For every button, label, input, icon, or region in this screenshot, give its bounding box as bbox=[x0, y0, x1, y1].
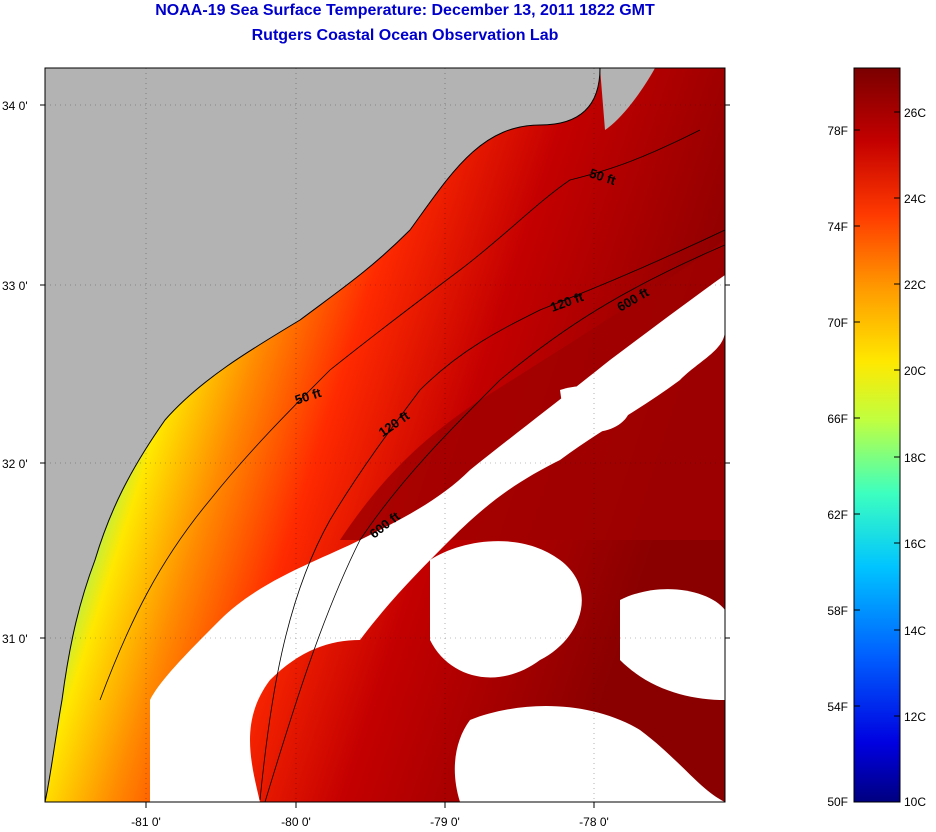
lat-label: 32 0' bbox=[2, 457, 28, 471]
colorbar-c-label: 26C bbox=[904, 106, 926, 120]
lat-label: 33 0' bbox=[2, 279, 28, 293]
land-mass bbox=[45, 68, 600, 802]
colorbar-c-label: 18C bbox=[904, 451, 926, 465]
colorbar-c-label: 14C bbox=[904, 624, 926, 638]
land-cape bbox=[600, 68, 655, 130]
map-title: NOAA-19 Sea Surface Temperature: Decembe… bbox=[155, 2, 655, 19]
isobath-120ft bbox=[259, 229, 725, 801]
colorbar-c-label: 20C bbox=[904, 364, 926, 378]
colorbar-c-label: 16C bbox=[904, 537, 926, 551]
map-frame bbox=[44, 67, 726, 803]
colorbar-f-label: 50F bbox=[827, 795, 848, 809]
map-panel: 50 ft 120 ft 600 ft 50 ft 120 ft 600 ft bbox=[45, 68, 725, 802]
colorbar-f-label: 78F bbox=[827, 124, 848, 138]
colorbar-c-label: 12C bbox=[904, 710, 926, 724]
colorbar-c-label: 22C bbox=[904, 278, 926, 292]
lon-label: -78 0' bbox=[579, 815, 609, 829]
cloud-mask-4 bbox=[454, 706, 725, 802]
colorbar-f-label: 66F bbox=[827, 412, 848, 426]
isobath-600ft bbox=[264, 244, 725, 802]
lat-label: 34 0' bbox=[2, 99, 28, 113]
map-subtitle: Rutgers Coastal Ocean Observation Lab bbox=[251, 27, 559, 44]
lon-label: -80 0' bbox=[281, 815, 311, 829]
lat-label: 31 0' bbox=[2, 632, 28, 646]
colorbar-f-label: 70F bbox=[827, 316, 848, 330]
colorbar-c-label: 24C bbox=[904, 192, 926, 206]
colorbar-f-label: 54F bbox=[827, 700, 848, 714]
colorbar-f-label: 58F bbox=[827, 604, 848, 618]
colorbar-c-label: 10C bbox=[904, 795, 926, 809]
lon-label: -81 0' bbox=[131, 815, 161, 829]
colorbar-ticks bbox=[854, 111, 900, 717]
colorbar-f-label: 74F bbox=[827, 220, 848, 234]
map-ticks bbox=[40, 104, 730, 808]
isobath-50ft bbox=[99, 129, 701, 701]
coastline bbox=[45, 68, 601, 802]
graticule bbox=[45, 68, 725, 802]
lon-label: -79 0' bbox=[430, 815, 460, 829]
colorbar-f-label: 62F bbox=[827, 508, 848, 522]
colorbar bbox=[853, 67, 901, 803]
cloud-mask-3 bbox=[620, 589, 725, 700]
gulf-stream-warm-band bbox=[340, 240, 725, 540]
cloud-mask-5 bbox=[560, 386, 630, 433]
cloud-mask-2 bbox=[430, 541, 582, 678]
